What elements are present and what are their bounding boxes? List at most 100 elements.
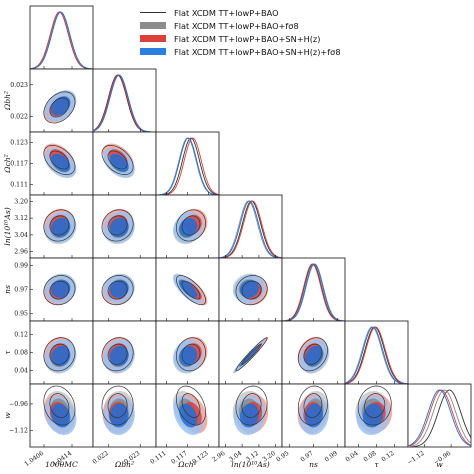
marginal-curve-0-s3 [29,11,94,70]
marginal-curve-3-s2 [218,200,283,259]
contour-1sigma-5-6-s0 [364,393,386,418]
legend-entry-2: Flat XCDM TT+lowP+BAO+fσ8 [140,19,350,32]
ytick-label-3-2: 3.12 [14,215,28,222]
contour-2sigma-1-6-s0 [101,385,134,426]
contour-1sigma-3-4-s0 [241,280,262,300]
ytick-label-3-1: 3.04 [14,232,28,239]
legend-entry-1: Flat XCDM TT+lowP+BAO [140,6,350,19]
xtick-label-5-0: 0.04 [344,450,359,464]
contour-1sigma-0-4-s0 [49,280,70,300]
contour-2sigma-2-5-s0 [175,337,207,372]
contour-1sigma-4-5-s0 [303,343,323,365]
legend-label-3: Flat XCDM TT+lowP+BAO+SN+H(z) [174,33,321,44]
contour-1sigma-2-4-s0 [181,280,201,300]
ylabel-3: ln(10¹⁰As) [3,207,12,245]
contour-1sigma-2-6-s3 [179,403,198,428]
contour-1sigma-1-4-s3 [109,279,129,298]
ytick-label-3-3: 3.20 [14,198,28,205]
contour-1sigma-2-3-s0 [181,215,201,236]
legend-label-2: Flat XCDM TT+lowP+BAO+fσ8 [174,20,299,31]
legend-label-4: Flat XCDM TT+lowP+BAO+SN+H(z)+fσ8 [174,46,341,57]
contour-2sigma-2-6-s0 [175,385,207,426]
ytick-label-5-1: 0.08 [14,350,28,357]
xtick-label-4-2: 0.99 [324,450,339,464]
ytick-label-4-0: 0.95 [14,311,28,318]
contour-1sigma-5-6-s3 [362,403,384,428]
contour-2sigma-3-6-s0 [235,385,268,426]
xlabel-5: τ [374,460,379,469]
ytick-label-4-1: 0.97 [14,287,28,294]
legend-swatch-3 [140,35,166,42]
marginal-curve-6-s1 [407,389,472,448]
legend-label-1: Flat XCDM TT+lowP+BAO [174,7,279,18]
marginal-curve-5-s0 [344,326,409,385]
panel-3-3 [218,194,283,259]
ytick-label-2-2: 0.123 [10,140,28,147]
ytick-label-5-2: 0.12 [14,332,28,339]
panel-1-1 [92,68,157,133]
marginal-curve-6-s3 [407,389,472,447]
contour-2sigma-4-6-s0 [297,385,328,426]
xtick-label-5-2: 0.12 [380,450,395,464]
contour-1sigma-1-5-s0 [107,343,128,365]
legend-swatch-4 [140,48,166,55]
ytick-label-5-0: 0.04 [14,368,28,375]
contour-1sigma-4-6-s3 [305,403,324,428]
contour-1sigma-0-2-s0 [49,150,70,170]
legend-swatch-2 [140,22,166,29]
marginal-curve-4-s3 [281,263,346,322]
contour-1sigma-0-1-s0 [49,97,70,118]
xtick-label-2-0: 0.111 [149,450,168,466]
contour-2sigma-0-5-s0 [43,337,76,372]
ytick-label-2-1: 0.117 [10,161,28,168]
legend-entry-4: Flat XCDM TT+lowP+BAO+SN+H(z)+fσ8 [140,45,350,58]
contour-2sigma-1-5-s0 [101,337,134,372]
panel-2-2 [155,131,220,196]
xlabel-4: ns [309,460,318,469]
ylabel-6: w [3,412,12,419]
legend-swatch-1 [140,9,166,16]
contour-1sigma-1-4-s0 [107,280,128,300]
ytick-label-6-1: −0.96 [9,401,28,408]
marginal-curve-5-s3 [344,326,409,385]
contour-2sigma-1-4-s0 [101,275,134,306]
marginal-curve-0-s2 [29,11,94,70]
marginal-curve-1-s3 [92,74,157,133]
contour-2sigma-1-3-s0 [101,209,134,242]
contour-2sigma-0-6-s0 [43,385,76,426]
ytick-label-3-0: 2.96 [14,249,28,256]
contour-1sigma-1-6-s3 [109,403,129,428]
marginal-curve-6-s0 [407,389,472,448]
contour-1sigma-0-4-s3 [51,279,71,298]
contour-1sigma-2-4-s3 [179,279,198,298]
contour-1sigma-1-2-s3 [109,153,129,172]
ytick-label-1-1: 0.023 [10,82,28,89]
xtick-label-1-0: 0.022 [91,450,110,466]
contour-1sigma-2-6-s0 [181,393,201,418]
xlabel-0: 100θMC [45,460,78,469]
marginal-curve-3-s3 [218,200,283,259]
contour-2sigma-0-2-s0 [43,145,76,175]
ytick-label-2-0: 0.111 [10,182,28,189]
ylabel-5: τ [3,350,12,355]
contour-2sigma-0-1-s0 [43,91,76,124]
legend: Flat XCDM TT+lowP+BAO Flat XCDM TT+lowP+… [140,6,350,58]
contour-1sigma-0-5-s0 [49,343,70,365]
ytick-label-6-0: −1.12 [9,427,28,434]
contour-2sigma-0-4-s0 [43,275,76,306]
contour-1sigma-0-3-s0 [49,215,70,236]
contour-1sigma-1-3-s0 [107,215,128,236]
contour-2sigma-3-4-s0 [235,275,268,306]
panel-4-4 [281,257,346,322]
panel-0-0 [29,5,94,70]
ytick-label-4-2: 0.99 [14,262,28,269]
marginal-curve-5-s2 [344,326,409,385]
xtick-label-6-0: −1.12 [406,450,426,467]
xtick-label-3-0: 2.96 [211,450,226,464]
contour-1sigma-4-5-s3 [305,345,324,367]
contour-2sigma-4-5-s0 [297,337,328,372]
contour-1sigma-2-5-s0 [181,343,201,365]
contour-1sigma-3-5-s3 [239,345,260,367]
contour-1sigma-0-6-s3 [51,403,71,428]
